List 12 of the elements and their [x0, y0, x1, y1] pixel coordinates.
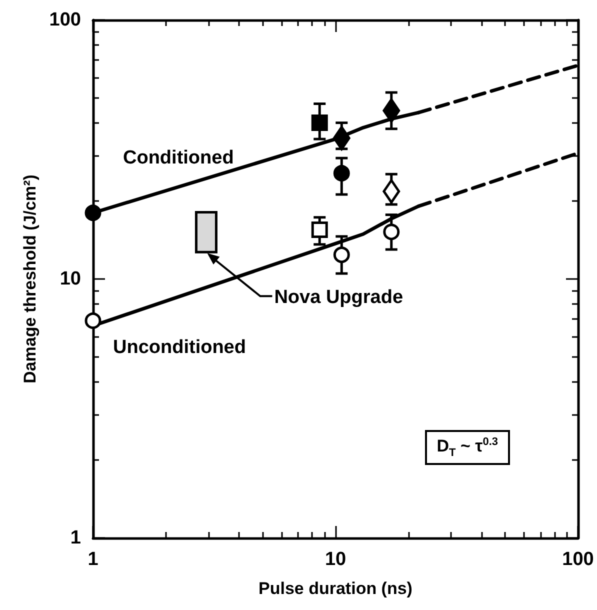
- series-label: Unconditioned: [113, 337, 246, 358]
- y-tick-label: 1: [70, 528, 82, 548]
- series-label: Conditioned: [123, 147, 234, 168]
- annotation: Nova Upgrade: [274, 287, 404, 308]
- y-tick-label: 10: [60, 268, 81, 290]
- y-tick-label: 100: [49, 10, 81, 30]
- x-tick-label: 100: [562, 549, 594, 570]
- x-tick-label: 10: [324, 549, 346, 570]
- x-tick-label: 1: [88, 549, 99, 570]
- y-axis-title: Damage threshold (J/cm²): [20, 174, 40, 384]
- x-axis-title: Pulse duration (ns): [258, 579, 412, 598]
- annotation: D$_{T}$ ~ τ$^{0.3}$: [424, 430, 510, 466]
